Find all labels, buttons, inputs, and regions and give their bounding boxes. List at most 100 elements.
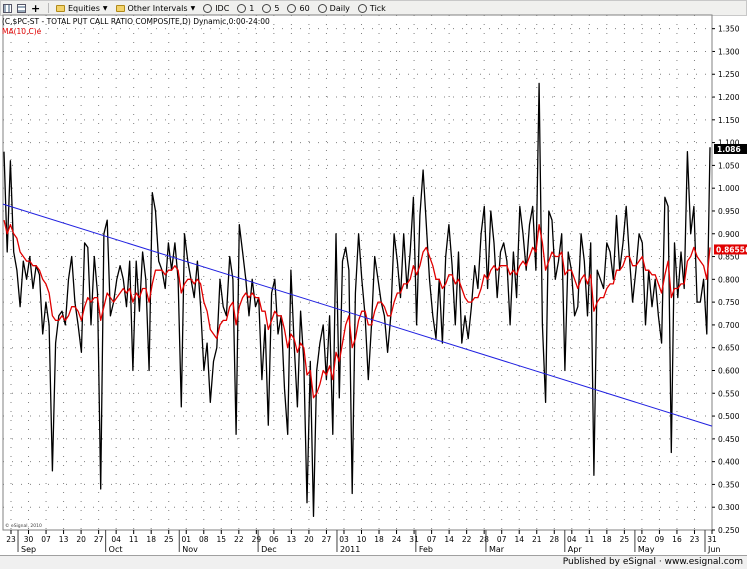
- y-tick-label: 1.200: [718, 93, 740, 102]
- x-tick-label: 18: [146, 535, 156, 544]
- folder-icon: [115, 4, 125, 12]
- x-tick-label: 28: [550, 535, 560, 544]
- last-price-flag: [714, 143, 747, 154]
- y-tick-label: 0.400: [718, 458, 740, 467]
- y-tick-label: 0.750: [718, 298, 740, 307]
- x-tick-label: 02: [637, 535, 647, 544]
- equities-label: Equities: [68, 3, 100, 13]
- put-call-ratio-chart[interactable]: 1.350 1.300 1.250 1.200 1.150 1.100 1.050 1.000…: [0, 0, 747, 555]
- y-tick-label: 1.350: [718, 25, 740, 34]
- plus-icon[interactable]: +: [31, 1, 41, 15]
- y-tick-label: 1.150: [718, 116, 740, 125]
- x-tick-label: 06: [269, 535, 279, 544]
- put-call-ratio-line: [3, 82, 711, 517]
- last-ma-label: 0.86556: [716, 245, 747, 254]
- x-tick-label: 10: [357, 535, 367, 544]
- x-tick-label: 04: [567, 535, 577, 544]
- x-month-label: Dec: [261, 545, 276, 554]
- interval-5-label: 5: [274, 3, 280, 13]
- x-tick-label: 31: [707, 535, 717, 544]
- y-tick-label: 0.500: [718, 412, 740, 421]
- x-tick-label: 08: [199, 535, 209, 544]
- interval-60[interactable]: 60: [285, 3, 310, 13]
- x-month-label: Feb: [419, 545, 433, 554]
- equities-menu[interactable]: Equities ▼: [54, 4, 108, 13]
- x-tick-label: 30: [24, 535, 34, 544]
- x-tick-label: 18: [602, 535, 612, 544]
- x-month-label: May: [638, 545, 655, 554]
- x-tick-label: 04: [111, 535, 121, 544]
- y-tick-label: 0.600: [718, 366, 740, 375]
- x-tick-label: 13: [59, 535, 69, 544]
- other-intervals-menu[interactable]: Other Intervals ▼: [114, 3, 196, 13]
- moving-average-line: [3, 219, 711, 399]
- x-tick-label: 20: [76, 535, 86, 544]
- clock-icon: [237, 3, 247, 13]
- caret-down-icon: ▼: [190, 4, 196, 12]
- y-tick-label: 0.300: [718, 503, 740, 512]
- x-tick-label: 31: [409, 535, 419, 544]
- y-tick-label: 1.250: [718, 70, 740, 79]
- interval-1[interactable]: 1: [235, 3, 255, 13]
- x-tick-label: 03: [339, 535, 349, 544]
- x-month-label: Apr: [568, 545, 583, 554]
- y-tick-label: 0.700: [718, 321, 740, 330]
- other-intervals-label: Other Intervals: [127, 3, 188, 13]
- x-tick-label: 07: [427, 535, 437, 544]
- x-tick-label: 16: [672, 535, 682, 544]
- y-tick-label: 0.800: [718, 275, 740, 284]
- y-tick-label: 0.250: [718, 526, 740, 535]
- x-month-label: 2011: [340, 545, 360, 554]
- publisher-text: Published by eSignal · www.esignal.com: [562, 557, 743, 567]
- clock-icon: [357, 3, 367, 13]
- interval-idc[interactable]: IDC: [201, 3, 230, 13]
- x-tick-label: 01: [181, 535, 191, 544]
- x-tick-label: 14: [444, 535, 454, 544]
- x-tick-label: 28: [479, 535, 489, 544]
- last-ma-flag: [714, 244, 747, 255]
- x-month-label: Jun: [707, 545, 721, 554]
- x-tick-label: 22: [462, 535, 472, 544]
- x-tick-label: 13: [287, 535, 297, 544]
- grid-icon[interactable]: [3, 3, 12, 13]
- x-tick-label: 27: [94, 535, 104, 544]
- interval-daily[interactable]: Daily: [316, 3, 350, 13]
- x-tick-label: 25: [164, 535, 174, 544]
- interval-1-label: 1: [249, 3, 255, 13]
- moving-average-label: MA(10,C)e: [2, 27, 42, 36]
- layout-icon[interactable]: [17, 3, 26, 13]
- interval-idc-label: IDC: [215, 3, 230, 13]
- y-tick-label: 0.850: [718, 253, 740, 262]
- x-tick-label: 09: [655, 535, 665, 544]
- toolbar-divider: [48, 3, 49, 13]
- y-tick-label: 0.350: [718, 480, 740, 489]
- clock-icon: [287, 3, 297, 13]
- trend-line: [2, 203, 713, 427]
- x-tick-label: 18: [374, 535, 384, 544]
- y-tick-label: 1.300: [718, 47, 740, 56]
- y-tick-label: 0.450: [718, 435, 740, 444]
- x-month-label: Sep: [21, 545, 36, 554]
- y-tick-label: 0.550: [718, 389, 740, 398]
- x-month-label: Oct: [109, 545, 123, 554]
- x-tick-label: 29: [252, 535, 262, 544]
- x-tick-label: 25: [620, 535, 630, 544]
- x-tick-label: 15: [217, 535, 227, 544]
- y-tick-label: 0.650: [718, 344, 740, 353]
- clock-icon: [262, 3, 272, 13]
- y-tick-label: 1.000: [718, 184, 740, 193]
- folder-icon: [56, 4, 65, 12]
- x-tick-label: 07: [41, 535, 51, 544]
- x-tick-label: 11: [129, 535, 139, 544]
- y-tick-label: 1.100: [718, 139, 740, 148]
- interval-tick[interactable]: Tick: [356, 3, 386, 13]
- interval-tick-label: Tick: [369, 3, 386, 13]
- x-tick-label: 11: [585, 535, 595, 544]
- x-tick-label: 20: [304, 535, 314, 544]
- y-tick-label: 1.050: [718, 161, 740, 170]
- x-tick-label: 07: [497, 535, 507, 544]
- interval-daily-label: Daily: [329, 3, 350, 13]
- x-tick-label: 23: [690, 535, 700, 544]
- interval-5[interactable]: 5: [260, 3, 280, 13]
- x-tick-label: 23: [6, 535, 16, 544]
